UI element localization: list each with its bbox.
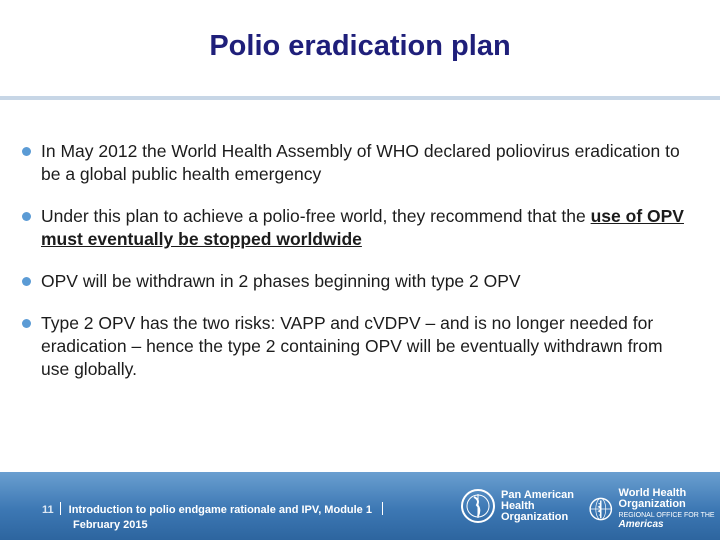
bullet-text: Type 2 OPV has the two risks: VAPP and c… [41, 313, 663, 379]
bullet-item: OPV will be withdrawn in 2 phases beginn… [22, 270, 692, 293]
footer-separator [381, 502, 383, 515]
bullet-dot-icon [22, 147, 31, 156]
who-logo: World Health Organization REGIONAL OFFIC… [588, 488, 720, 530]
bullet-item: In May 2012 the World Health Assembly of… [22, 140, 692, 186]
slide-title: Polio eradication plan [209, 30, 511, 62]
bullet-item: Under this plan to achieve a polio-free … [22, 205, 692, 251]
bullet-emphasis-text: use of OPV must eventually be stopped wo… [41, 206, 684, 249]
bullet-text: In May 2012 the World Health Assembly of… [41, 141, 680, 184]
footer-separator [59, 502, 61, 515]
bullet-dot-icon [22, 319, 31, 328]
footer-caption: 11 Introduction to polio endgame rational… [42, 502, 383, 533]
bullet-item: Type 2 OPV has the two risks: VAPP and c… [22, 312, 692, 381]
module-title: Introduction to polio endgame rationale … [68, 504, 372, 516]
paho-logo: Pan American Health Organization [460, 488, 574, 524]
bullet-text: OPV will be withdrawn in 2 phases beginn… [41, 271, 521, 291]
paho-emblem-icon [461, 489, 495, 523]
paho-name: Pan American Health Organization [501, 488, 574, 523]
who-emblem-icon [589, 497, 613, 521]
who-name: World Health Organization REGIONAL OFFIC… [619, 488, 720, 530]
title-divider [0, 96, 720, 100]
footer-date: February 2015 [73, 519, 148, 531]
footer-band: 11 Introduction to polio endgame rational… [0, 472, 720, 540]
bullet-text: Under this plan to achieve a polio-free … [41, 206, 591, 226]
who-regional-office: REGIONAL OFFICE FOR THE Americas [618, 512, 715, 530]
bullet-dot-icon [22, 277, 31, 286]
bullet-dot-icon [22, 212, 31, 221]
page-number: 11 [42, 504, 54, 516]
bullet-list: In May 2012 the World Health Assembly of… [22, 140, 692, 400]
